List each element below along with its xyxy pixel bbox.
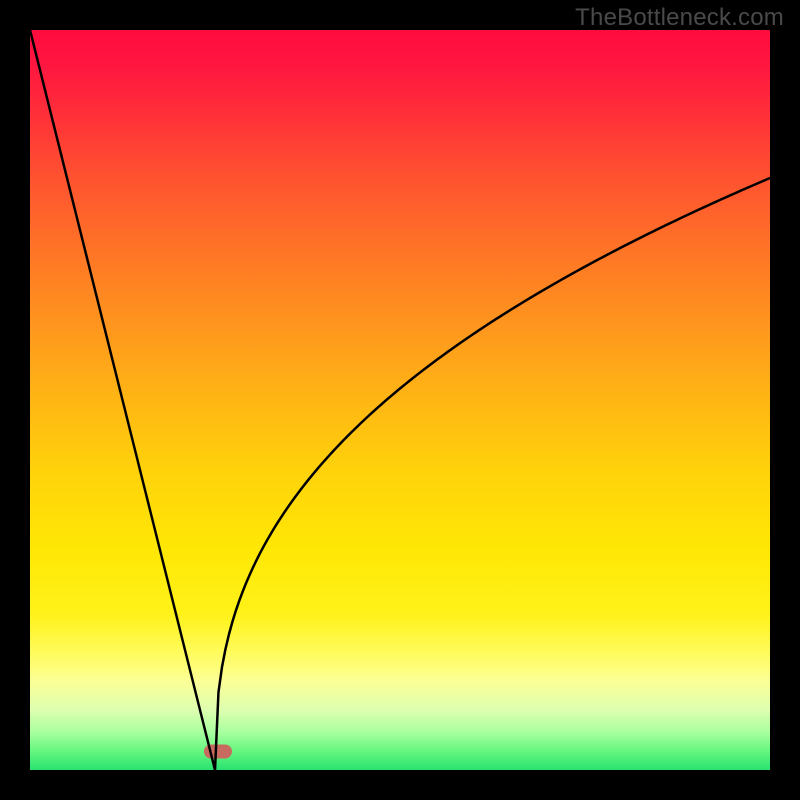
chart-frame <box>0 0 800 800</box>
chart-svg <box>0 0 800 800</box>
plot-area <box>30 30 770 770</box>
watermark-text: TheBottleneck.com <box>575 4 784 32</box>
